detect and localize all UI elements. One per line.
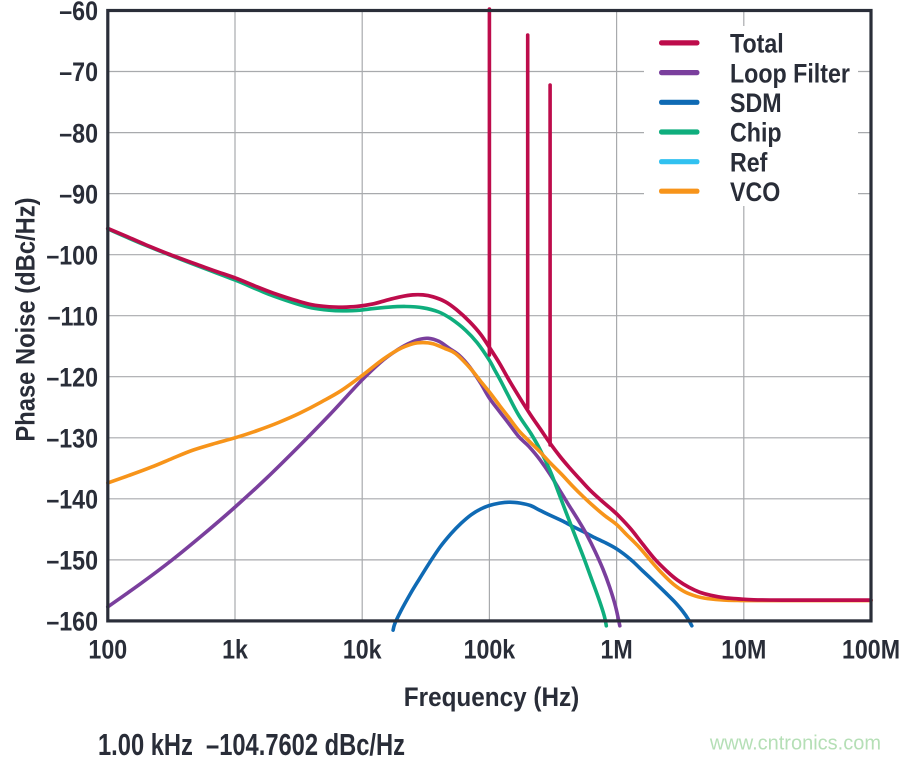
svg-text:1M: 1M [600, 635, 632, 665]
svg-text:Chip: Chip [730, 118, 782, 148]
svg-text:Phase Noise (dBc/Hz): Phase Noise (dBc/Hz) [11, 197, 41, 441]
svg-text:SDM: SDM [730, 88, 782, 118]
svg-text:1.00 kHz –104.7602 dBc/Hz: 1.00 kHz –104.7602 dBc/Hz [98, 727, 405, 758]
svg-text:–110: –110 [48, 302, 98, 332]
svg-text:VCO: VCO [730, 177, 780, 207]
svg-text:www.cntronics.com: www.cntronics.com [709, 733, 881, 755]
svg-text:–100: –100 [46, 241, 98, 271]
svg-text:–60: –60 [59, 0, 98, 27]
svg-text:10M: 10M [721, 635, 766, 665]
svg-text:–90: –90 [59, 180, 98, 210]
svg-text:–130: –130 [46, 424, 98, 454]
svg-text:100M: 100M [842, 635, 900, 665]
svg-text:Frequency (Hz): Frequency (Hz) [404, 683, 579, 712]
svg-text:1k: 1k [222, 635, 249, 665]
svg-text:–160: –160 [46, 607, 98, 637]
svg-text:–80: –80 [59, 119, 98, 149]
svg-text:–150: –150 [46, 546, 98, 576]
svg-text:10k: 10k [343, 635, 383, 665]
svg-text:–70: –70 [59, 58, 98, 88]
svg-text:–140: –140 [46, 485, 98, 515]
svg-text:100k: 100k [464, 635, 517, 665]
svg-text:Loop Filter: Loop Filter [730, 59, 850, 89]
svg-text:Ref: Ref [730, 148, 768, 178]
svg-text:Total: Total [730, 29, 784, 59]
svg-text:100: 100 [88, 635, 127, 665]
svg-text:–120: –120 [46, 363, 98, 393]
